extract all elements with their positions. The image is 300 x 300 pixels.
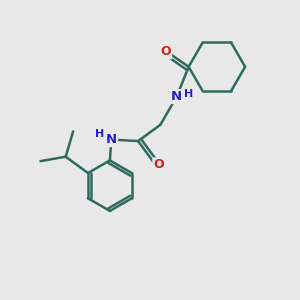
Text: H: H xyxy=(95,129,105,139)
Text: N: N xyxy=(171,90,182,103)
Text: N: N xyxy=(106,133,117,146)
Text: O: O xyxy=(160,45,171,58)
Text: O: O xyxy=(153,158,164,171)
Text: H: H xyxy=(184,89,193,99)
